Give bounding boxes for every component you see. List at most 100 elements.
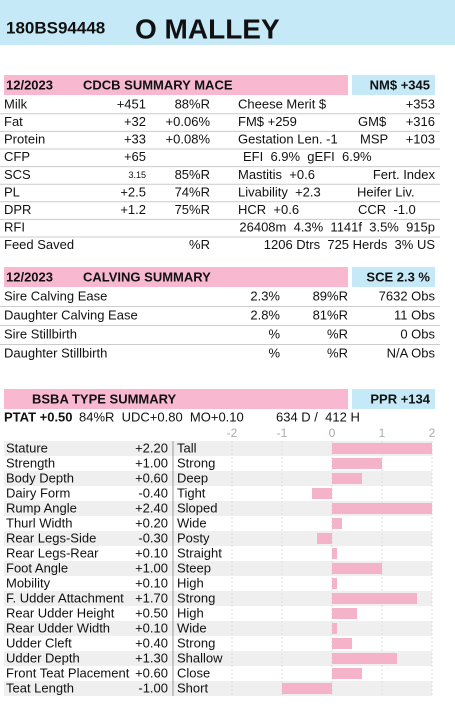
calving-cell: Sire Stillbirth bbox=[4, 326, 77, 341]
calving-cell: N/A Obs bbox=[387, 345, 436, 360]
badge-band bbox=[352, 267, 435, 287]
trait-desc: High bbox=[177, 605, 204, 620]
trait-value: +0.40 bbox=[135, 635, 168, 650]
row-background bbox=[4, 441, 432, 456]
calving-cell: 11 Obs bbox=[394, 307, 435, 322]
row-background bbox=[4, 471, 432, 486]
calving-cell: %R bbox=[327, 326, 348, 341]
bar bbox=[317, 533, 332, 544]
x-tick-label: 2 bbox=[429, 426, 436, 440]
trait-desc: Deep bbox=[177, 470, 208, 485]
trait-desc: Wide bbox=[177, 620, 207, 635]
row-background bbox=[4, 561, 432, 576]
trait-name: Dairy Form bbox=[6, 485, 70, 500]
trait-value: +2.20 bbox=[135, 440, 168, 455]
calving-cell: 89%R bbox=[313, 288, 348, 303]
calving-cell: % bbox=[268, 326, 280, 341]
ptat-detail: 84%R UDC+0.80 MO+0.10 bbox=[79, 409, 244, 424]
summary-cell: 88%R bbox=[175, 96, 210, 111]
summary-cell: SCS bbox=[4, 167, 31, 182]
trait-desc: Straight bbox=[177, 545, 222, 560]
calving-cell: Daughter Calving Ease bbox=[4, 307, 138, 322]
trait-desc: Tall bbox=[177, 440, 197, 455]
calving-cell: Sire Calving Ease bbox=[4, 288, 107, 303]
bar bbox=[332, 653, 397, 664]
trait-desc: Wide bbox=[177, 515, 207, 530]
calving-cell: 2.3% bbox=[250, 288, 280, 303]
trait-name: Udder Depth bbox=[6, 650, 80, 665]
summary-cell: FM$ +259 bbox=[238, 114, 297, 129]
x-tick-label: -2 bbox=[227, 426, 238, 440]
section-date: 12/2023 bbox=[6, 269, 53, 284]
x-tick-label: -1 bbox=[277, 426, 288, 440]
trait-name: Rear Udder Height bbox=[6, 605, 115, 620]
summary-cell: Livability +2.3 bbox=[238, 184, 321, 199]
trait-name: Teat Length bbox=[6, 680, 74, 695]
calving-cell: %R bbox=[327, 345, 348, 360]
trait-value: +0.60 bbox=[135, 665, 168, 680]
trait-name: Stature bbox=[6, 440, 48, 455]
trait-desc: Sloped bbox=[177, 500, 217, 515]
bar bbox=[332, 473, 362, 484]
trait-value: +0.10 bbox=[135, 575, 168, 590]
trait-value: +0.50 bbox=[135, 605, 168, 620]
ptat: PTAT +0.50 bbox=[4, 409, 73, 424]
summary-cell: +451 bbox=[117, 96, 146, 111]
trait-name: Front Teat Placement bbox=[6, 665, 130, 680]
bull-id: 180BS94448 bbox=[6, 18, 105, 37]
section-title: CDCB SUMMARY MACE bbox=[83, 77, 233, 92]
summary-cell: MSP bbox=[360, 132, 388, 147]
trait-desc: High bbox=[177, 575, 204, 590]
trait-name: Udder Cleft bbox=[6, 635, 72, 650]
section-badge: SCE 2.3 % bbox=[366, 269, 430, 284]
summary-cell: HCR +0.6 bbox=[238, 202, 299, 217]
row-background bbox=[4, 651, 432, 666]
summary-cell: CCR -1.0 bbox=[358, 202, 416, 217]
summary-cell: Cheese Merit $ bbox=[238, 96, 327, 111]
trait-desc: Steep bbox=[177, 560, 211, 575]
summary-cell: Protein bbox=[4, 132, 45, 147]
summary-cell: +1.2 bbox=[120, 202, 146, 217]
section-badge: PPR +134 bbox=[370, 391, 430, 406]
trait-name: Foot Angle bbox=[6, 560, 68, 575]
summary-cell: Heifer Liv. bbox=[357, 184, 415, 199]
bull-name: O MALLEY bbox=[135, 13, 280, 44]
daughters: 634 D / 412 H bbox=[276, 409, 360, 424]
trait-name: Thurl Width bbox=[6, 515, 72, 530]
summary-cell: RFI bbox=[4, 220, 25, 235]
section-title: CALVING SUMMARY bbox=[83, 269, 211, 284]
title-band bbox=[4, 75, 348, 95]
x-tick-label: 0 bbox=[329, 426, 336, 440]
summary-cell: GM$ bbox=[358, 114, 387, 129]
bar bbox=[332, 668, 362, 679]
bar bbox=[332, 608, 357, 619]
trait-value: -1.00 bbox=[138, 680, 168, 695]
summary-cell: Milk bbox=[4, 96, 28, 111]
trait-desc: Posty bbox=[177, 530, 210, 545]
summary-cell: +33 bbox=[124, 132, 146, 147]
trait-value: +1.30 bbox=[135, 650, 168, 665]
trait-desc: Short bbox=[177, 680, 208, 695]
x-tick-label: 1 bbox=[379, 426, 386, 440]
bar bbox=[332, 638, 352, 649]
trait-value: +0.10 bbox=[135, 545, 168, 560]
summary-cell: 85%R bbox=[175, 167, 210, 182]
trait-desc: Strong bbox=[177, 635, 215, 650]
summary-cell: +32 bbox=[124, 114, 146, 129]
bar bbox=[332, 443, 432, 454]
bar bbox=[332, 623, 337, 634]
trait-value: +1.00 bbox=[135, 455, 168, 470]
bar bbox=[332, 563, 382, 574]
summary-cell: Feed Saved bbox=[4, 237, 74, 252]
calving-cell: 2.8% bbox=[250, 307, 280, 322]
summary-cell: 74%R bbox=[175, 184, 210, 199]
summary-cell: Fert. Index bbox=[373, 167, 436, 182]
summary-cell: EFI 6.9% gEFI 6.9% bbox=[243, 149, 372, 164]
bar bbox=[332, 548, 337, 559]
trait-desc: Tight bbox=[177, 485, 206, 500]
bar bbox=[332, 518, 342, 529]
bars bbox=[282, 443, 432, 694]
bar bbox=[332, 578, 337, 589]
